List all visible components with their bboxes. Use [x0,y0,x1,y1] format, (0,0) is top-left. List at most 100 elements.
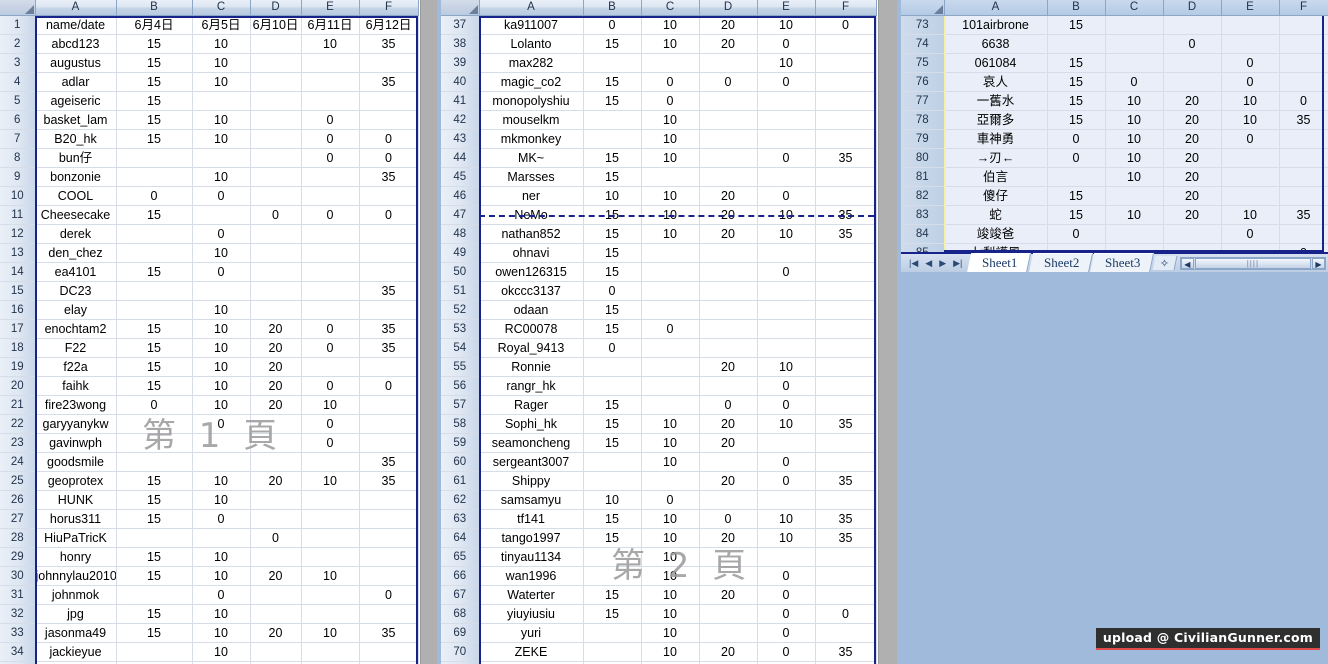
column-header-c[interactable]: C [192,0,251,16]
cell-b82[interactable]: 15 [1047,186,1106,206]
cell-e4[interactable] [301,72,360,92]
cell-c52[interactable] [641,300,700,320]
sheet-tab-sheet3[interactable]: Sheet3 [1090,253,1155,272]
cell-f70[interactable]: 35 [815,642,877,662]
cell-b66[interactable] [583,566,642,586]
cell-c11[interactable] [192,205,251,225]
cell-b41[interactable]: 15 [583,91,642,111]
row-header-69[interactable]: 69 [441,623,480,643]
column-header-a[interactable]: A [944,0,1048,16]
cell-c44[interactable]: 10 [641,148,700,168]
table-row[interactable]: 64 tango1997 15 10 20 10 35 [441,528,877,548]
row-header-30[interactable]: 30 [0,566,36,586]
cell-e82[interactable] [1221,186,1280,206]
cell-c37[interactable]: 10 [641,15,700,35]
cell-a84[interactable]: 竣竣爸 [944,224,1048,244]
table-row[interactable]: 24 goodsmile 35 [0,452,419,472]
cell-a59[interactable]: seamoncheng [479,433,584,453]
cell-f4[interactable]: 35 [359,72,419,92]
cell-e27[interactable] [301,509,360,529]
cell-b15[interactable] [116,281,193,301]
cell-d60[interactable] [699,452,758,472]
cell-b34[interactable] [116,642,193,662]
cell-d39[interactable] [699,53,758,73]
table-row[interactable]: 62 samsamyu 10 0 [441,490,877,510]
cell-b20[interactable]: 15 [116,376,193,396]
cell-e64[interactable]: 10 [757,528,816,548]
cell-f3[interactable] [359,53,419,73]
cell-f66[interactable] [815,566,877,586]
cell-a3[interactable]: augustus [35,53,117,73]
column-header-a[interactable]: A [479,0,584,16]
cell-e80[interactable] [1221,148,1280,168]
grid-page-2[interactable]: A B C D E F 37 ka911007 0 10 20 10 0 38 Lolanto 1… [441,0,877,664]
row-header-2[interactable]: 2 [0,34,36,54]
cell-c6[interactable]: 10 [192,110,251,130]
cell-f37[interactable]: 0 [815,15,877,35]
cell-e84[interactable]: 0 [1221,224,1280,244]
cell-d53[interactable] [699,319,758,339]
cell-b76[interactable]: 15 [1047,72,1106,92]
cell-b12[interactable] [116,224,193,244]
cell-a1[interactable]: name/date [35,15,117,35]
cell-c53[interactable]: 0 [641,319,700,339]
cell-c4[interactable]: 10 [192,72,251,92]
cell-b54[interactable]: 0 [583,338,642,358]
cell-e21[interactable]: 10 [301,395,360,415]
cell-e2[interactable]: 10 [301,34,360,54]
cell-c71[interactable] [641,661,700,664]
cell-f84[interactable] [1279,224,1328,244]
cell-c3[interactable]: 10 [192,53,251,73]
cell-f61[interactable]: 35 [815,471,877,491]
cell-b48[interactable]: 15 [583,224,642,244]
cell-e60[interactable]: 0 [757,452,816,472]
cell-b3[interactable]: 15 [116,53,193,73]
row-header-57[interactable]: 57 [441,395,480,415]
cell-c33[interactable]: 10 [192,623,251,643]
cell-e24[interactable] [301,452,360,472]
row-header-75[interactable]: 75 [901,53,945,73]
cell-d54[interactable] [699,338,758,358]
cell-f15[interactable]: 35 [359,281,419,301]
cell-f57[interactable] [815,395,877,415]
cell-e11[interactable]: 0 [301,205,360,225]
cell-c14[interactable]: 0 [192,262,251,282]
cell-f83[interactable]: 35 [1279,205,1328,225]
row-header-43[interactable]: 43 [441,129,480,149]
cell-e74[interactable] [1221,34,1280,54]
column-header-f[interactable]: F [1279,0,1328,16]
cell-e51[interactable] [757,281,816,301]
row-header-60[interactable]: 60 [441,452,480,472]
cell-c79[interactable]: 10 [1105,129,1164,149]
table-row[interactable]: 33 jasonma49 15 10 20 10 35 [0,623,419,643]
cell-c39[interactable] [641,53,700,73]
cell-c2[interactable]: 10 [192,34,251,54]
cell-b68[interactable]: 15 [583,604,642,624]
cell-b22[interactable] [116,414,193,434]
cell-c62[interactable]: 0 [641,490,700,510]
cell-f22[interactable] [359,414,419,434]
table-row[interactable]: 23 gavinwph 0 [0,433,419,453]
cell-d8[interactable] [250,148,302,168]
row-header-47[interactable]: 47 [441,205,480,225]
cell-f21[interactable] [359,395,419,415]
cell-e12[interactable] [301,224,360,244]
cell-e43[interactable] [757,129,816,149]
cell-d4[interactable] [250,72,302,92]
column-header-e[interactable]: E [1221,0,1280,16]
cell-e16[interactable] [301,300,360,320]
cell-a37[interactable]: ka911007 [479,15,584,35]
cell-b61[interactable] [583,471,642,491]
cell-e59[interactable] [757,433,816,453]
cell-d49[interactable] [699,243,758,263]
cell-a48[interactable]: nathan852 [479,224,584,244]
cell-b7[interactable]: 15 [116,129,193,149]
table-row[interactable]: 63 tf141 15 10 0 10 35 [441,509,877,529]
table-row[interactable]: 68 yiuyiusiu 15 10 0 0 [441,604,877,624]
cell-c81[interactable]: 10 [1105,167,1164,187]
cell-c78[interactable]: 10 [1105,110,1164,130]
cell-a5[interactable]: ageiseric [35,91,117,111]
table-row[interactable]: 6 basket_lam 15 10 0 [0,110,419,130]
cell-a25[interactable]: geoprotex [35,471,117,491]
table-row[interactable]: 69 yuri 10 0 [441,623,877,643]
